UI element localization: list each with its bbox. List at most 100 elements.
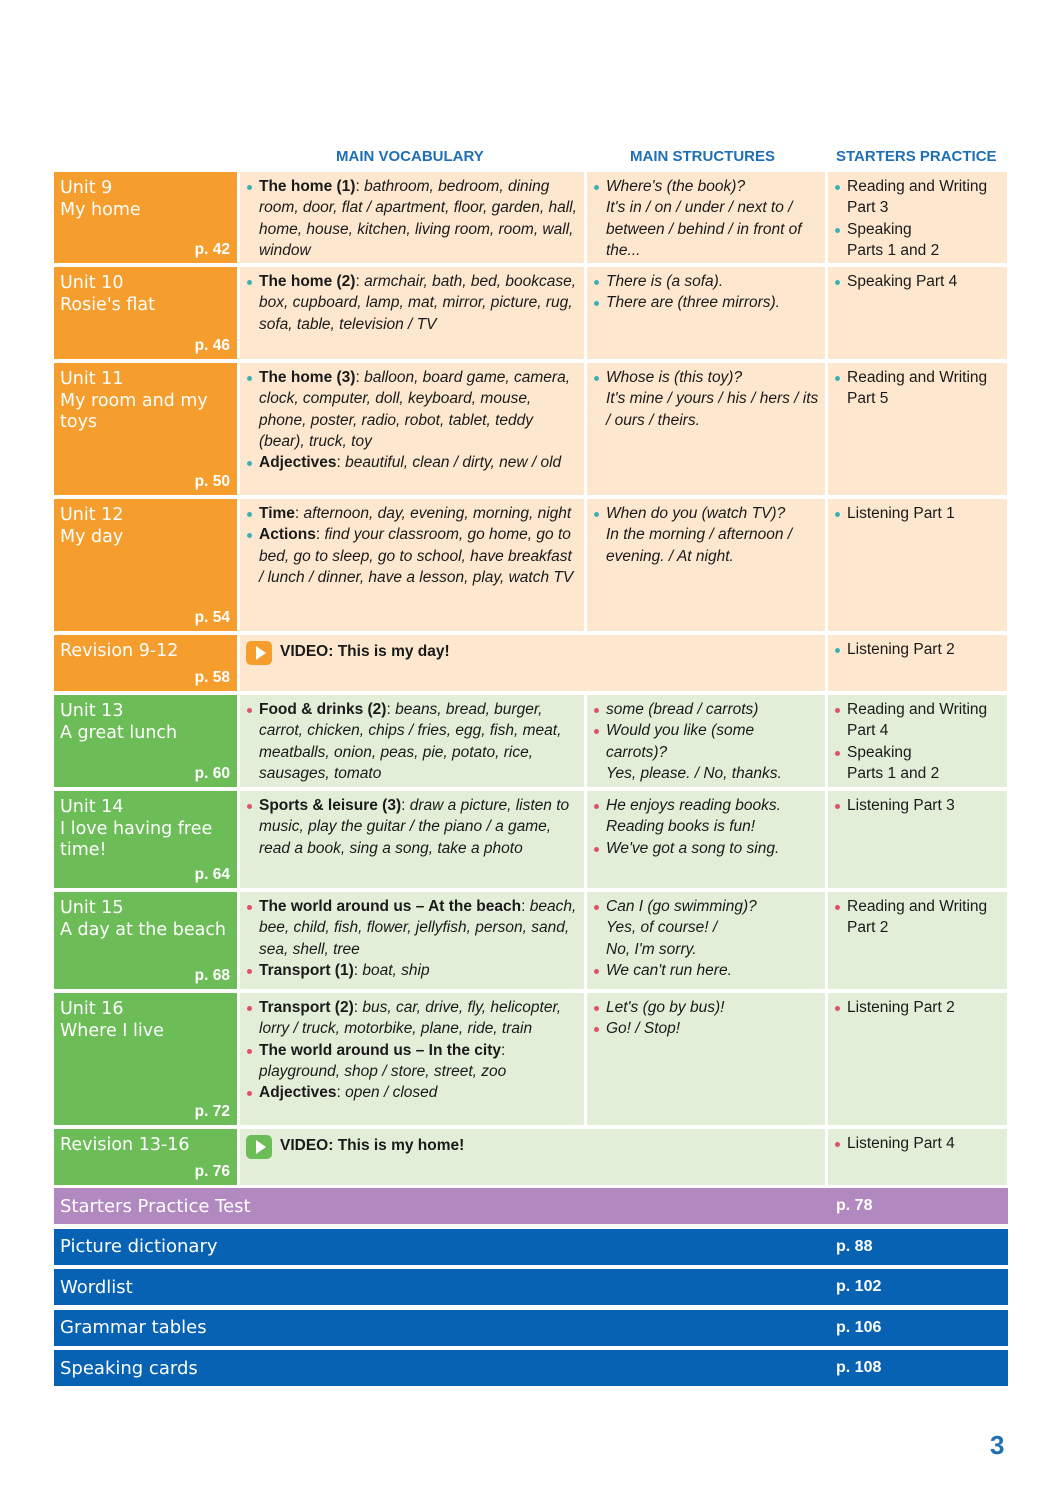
unit-cell[interactable]: Unit 11 My room and my toys p. 50 — [54, 363, 237, 495]
structure-item: We've got a song to sing. — [593, 838, 819, 859]
structure-item: He enjoys reading books. Reading books i… — [593, 795, 819, 838]
vocabulary-item: The world around us – At the beach: beac… — [246, 896, 578, 960]
section-picture-dictionary[interactable]: Picture dictionary p. 88 — [54, 1228, 1008, 1265]
practice-item: Reading and Writing Part 2 — [834, 896, 1001, 939]
section-wordlist[interactable]: Wordlist p. 102 — [54, 1269, 1008, 1305]
section-starters-practice-test[interactable]: Starters Practice Test p. 78 — [54, 1188, 1008, 1224]
vocabulary-cell: Sports & leisure (3): draw a picture, li… — [240, 791, 584, 888]
practice-cell: Reading and Writing Part 4 Speaking Parts… — [828, 695, 1007, 787]
practice-item: Listening Part 1 — [834, 503, 1001, 524]
unit-page[interactable]: p. 42 — [194, 240, 230, 258]
vocabulary-words: open / closed — [345, 1084, 438, 1102]
vocabulary-item: Time: afternoon, day, evening, morning, … — [246, 503, 578, 524]
vocabulary-item: Transport (1): boat, ship — [246, 960, 578, 981]
vocabulary-label: Adjectives — [259, 1084, 337, 1102]
vocabulary-label: Sports & leisure (3) — [259, 797, 402, 814]
unit-cell[interactable]: Unit 13 A great lunch p. 60 — [54, 695, 237, 787]
unit-page[interactable]: p. 46 — [194, 336, 230, 354]
section-speaking-cards[interactable]: Speaking cards p. 108 — [54, 1350, 1008, 1386]
vocabulary-words: afternoon, day, evening, morning, night — [303, 505, 572, 522]
structures-list: When do you (watch TV)? In the morning /… — [593, 503, 819, 567]
unit-page[interactable]: p. 68 — [194, 966, 230, 984]
practice-list: Listening Part 2 — [834, 639, 1001, 660]
vocabulary-words: draw a picture, listen to music, play th… — [259, 797, 570, 857]
unit-cell[interactable]: Revision 13-16 p. 76 — [54, 1129, 237, 1185]
unit-cell[interactable]: Unit 10 Rosie's flat p. 46 — [54, 267, 237, 359]
vocabulary-label: Transport (2) — [259, 999, 354, 1016]
vocabulary-cell: The home (3): balloon, board game, camer… — [240, 363, 584, 495]
vocabulary-cell: The home (2): armchair, bath, bed, bookc… — [240, 267, 584, 359]
structure-item: We can't run here. — [593, 960, 819, 981]
vocabulary-list: Transport (2): bus, car, drive, fly, hel… — [246, 997, 578, 1103]
vocabulary-words: beans, bread, burger, carrot, chicken, c… — [259, 701, 562, 782]
unit-cell[interactable]: Unit 12 My day p. 54 — [54, 499, 237, 631]
practice-list: Listening Part 1 — [834, 503, 1001, 524]
unit-number: Unit 9 — [60, 178, 113, 198]
unit-page[interactable]: p. 72 — [194, 1102, 230, 1120]
practice-item: Reading and Writing Part 4 — [834, 699, 1001, 742]
header-main-vocabulary: MAIN VOCABULARY — [336, 148, 484, 165]
vocabulary-words: playground, shop / store, street, zoo — [259, 1062, 507, 1080]
video-title: VIDEO: This is my home! — [280, 1137, 465, 1154]
unit-title: A day at the beach — [60, 919, 227, 940]
unit-cell[interactable]: Unit 9 My home p. 42 — [54, 172, 237, 263]
play-icon[interactable] — [246, 641, 272, 665]
unit-page[interactable]: p. 76 — [194, 1162, 230, 1180]
vocabulary-label: The world around us – In the city — [259, 1041, 501, 1059]
practice-item: Listening Part 2 — [834, 997, 1001, 1018]
structures-cell: Can I (go swimming)? Yes, of course! / N… — [587, 892, 825, 989]
structure-item: There is (a sofa). — [593, 271, 819, 292]
unit-page[interactable]: p. 50 — [194, 472, 230, 490]
structures-list: There is (a sofa). There are (three mirro… — [593, 271, 819, 314]
practice-cell: Listening Part 4 — [828, 1129, 1007, 1185]
video-link[interactable]: VIDEO: This is my home! — [246, 1133, 819, 1159]
vocabulary-item: Transport (2): bus, car, drive, fly, hel… — [246, 997, 578, 1040]
unit-page[interactable]: p. 60 — [194, 764, 230, 782]
unit-title: My home — [60, 199, 141, 220]
vocabulary-item: The world around us – In the city: playg… — [246, 1040, 578, 1083]
vocabulary-cell: Time: afternoon, day, evening, morning, … — [240, 499, 584, 631]
vocabulary-list: The home (2): armchair, bath, bed, bookc… — [246, 271, 578, 335]
vocabulary-label: Adjectives — [259, 454, 337, 472]
unit-title: I love having free time! — [60, 818, 213, 861]
structures-cell: He enjoys reading books. Reading books i… — [587, 791, 825, 888]
vocabulary-item: Sports & leisure (3): draw a picture, li… — [246, 795, 578, 859]
unit-page[interactable]: p. 54 — [194, 608, 230, 626]
unit-cell[interactable]: Revision 9-12 p. 58 — [54, 635, 237, 691]
practice-cell: Reading and Writing Part 3 Speaking Parts… — [828, 172, 1007, 263]
vocabulary-list: The home (1): bathroom, bedroom, dining … — [246, 176, 578, 261]
unit-number: Unit 16 — [60, 999, 124, 1019]
unit-cell[interactable]: Unit 14 I love having free time! p. 64 — [54, 791, 237, 888]
section-grammar-tables[interactable]: Grammar tables p. 106 — [54, 1309, 1008, 1346]
vocabulary-cell: The world around us – At the beach: beac… — [240, 892, 584, 989]
vocabulary-cell: Transport (2): bus, car, drive, fly, hel… — [240, 993, 584, 1125]
structure-item: There are (three mirrors). — [593, 292, 819, 313]
vocabulary-words: boat, ship — [362, 961, 430, 979]
unit-page[interactable]: p. 58 — [194, 668, 230, 686]
header-spacer — [54, 145, 237, 168]
unit-title: My room and my toys — [60, 390, 208, 433]
practice-item: Reading and Writing Part 5 — [834, 367, 1001, 410]
structure-item: some (bread / carrots) — [593, 699, 819, 720]
section-page: p. 108 — [836, 1359, 882, 1376]
vocabulary-item: The home (1): bathroom, bedroom, dining … — [246, 176, 578, 261]
unit-cell[interactable]: Unit 15 A day at the beach p. 68 — [54, 892, 237, 989]
page-number: 3 — [990, 1430, 1005, 1460]
header-main-structures: MAIN STRUCTURES — [630, 148, 775, 165]
vocabulary-item: Adjectives: beautiful, clean / dirty, ne… — [246, 452, 578, 473]
vocabulary-item: The home (3): balloon, board game, camer… — [246, 367, 578, 452]
vocabulary-words: balloon, board game, camera, clock, comp… — [259, 369, 571, 450]
video-link[interactable]: VIDEO: This is my day! — [246, 639, 819, 665]
vocabulary-list: Sports & leisure (3): draw a picture, li… — [246, 795, 578, 859]
practice-item: Listening Part 3 — [834, 795, 1001, 816]
practice-item: Reading and Writing Part 3 — [834, 176, 1001, 219]
play-icon[interactable] — [246, 1135, 272, 1159]
unit-page[interactable]: p. 64 — [194, 865, 230, 883]
vocabulary-item: Adjectives: open / closed — [246, 1082, 578, 1103]
contents-table: MAIN VOCABULARY MAIN STRUCTURES STARTERS… — [54, 145, 1008, 1185]
vocabulary-label: Food & drinks (2) — [259, 701, 387, 718]
unit-cell[interactable]: Unit 16 Where I live p. 72 — [54, 993, 237, 1125]
structures-list: Let's (go by bus)! Go! / Stop! — [593, 997, 819, 1040]
vocabulary-words: bus, car, drive, fly, helicopter, lorry … — [259, 999, 562, 1038]
practice-list: Listening Part 2 — [834, 997, 1001, 1018]
